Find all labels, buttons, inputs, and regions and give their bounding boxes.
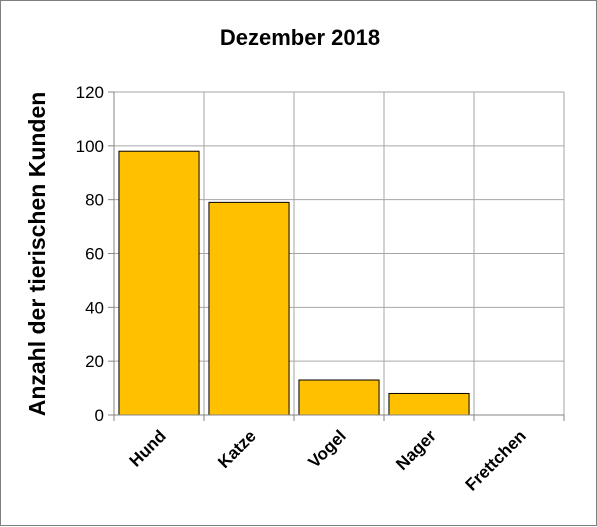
- y-tick-label: 40: [85, 298, 104, 317]
- x-tick-label: Nager: [392, 426, 440, 474]
- axes: [108, 91, 565, 421]
- bars: [118, 150, 470, 416]
- y-tick-label: 120: [76, 83, 104, 102]
- bar-nager: [388, 392, 470, 416]
- x-tick-label: Frettchen: [462, 426, 530, 494]
- x-tick-labels: Hund Katze Vogel Nager Frettchen: [126, 426, 530, 494]
- bar-vogel: [298, 379, 380, 416]
- bar-katze: [208, 201, 290, 416]
- y-tick-label: 0: [95, 406, 104, 425]
- y-tick-labels: 0 20 40 60 80 100 120: [76, 83, 104, 425]
- x-tick-label: Vogel: [305, 426, 350, 471]
- bar-hund: [118, 150, 200, 416]
- x-tick-label: Hund: [126, 426, 170, 470]
- chart-title: Dezember 2018: [220, 25, 380, 50]
- y-axis-label: Anzahl der tierischen Kunden: [24, 92, 50, 417]
- y-tick-label: 100: [76, 137, 104, 156]
- y-tick-label: 80: [85, 191, 104, 210]
- y-tick-label: 60: [85, 245, 104, 264]
- x-tick-label: Katze: [214, 426, 260, 472]
- y-tick-label: 20: [85, 352, 104, 371]
